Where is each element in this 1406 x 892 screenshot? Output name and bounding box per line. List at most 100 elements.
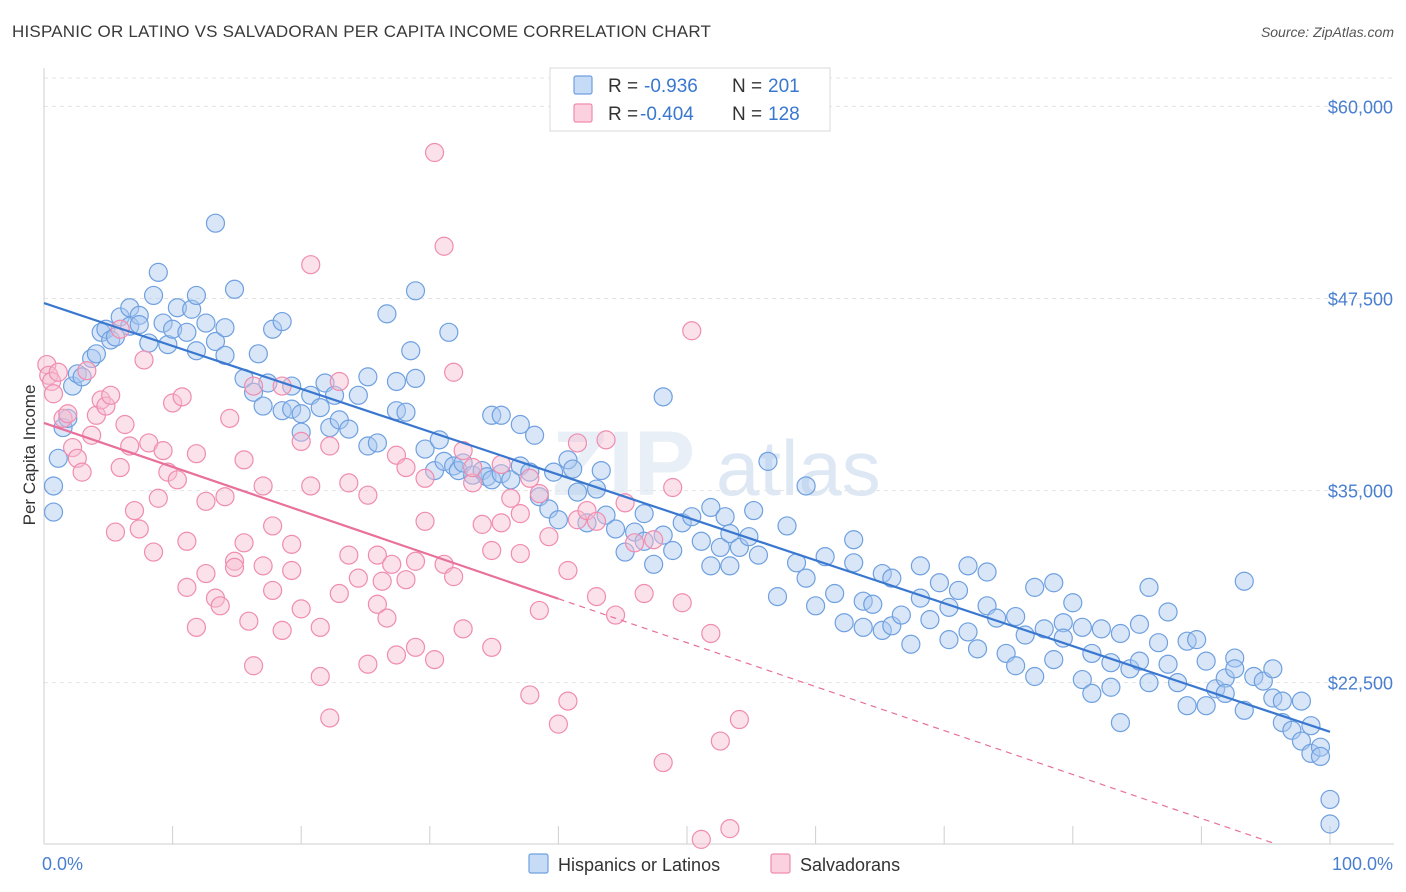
y-tick-label: $47,500 (1328, 289, 1393, 309)
data-point (272, 311, 292, 332)
data-point (977, 562, 997, 582)
data-point (586, 587, 607, 607)
data-point (910, 556, 930, 576)
trend-line-hispanic (43, 302, 1331, 733)
data-point (539, 499, 559, 519)
data-point (1091, 619, 1111, 639)
data-point (605, 605, 626, 625)
data-point (434, 236, 454, 256)
data-point (58, 404, 78, 424)
data-point (43, 384, 64, 404)
data-point (1310, 746, 1331, 767)
data-point (301, 255, 321, 275)
data-point (96, 396, 116, 416)
data-point (62, 437, 83, 458)
data-point (701, 497, 721, 518)
data-point (110, 457, 130, 478)
data-point (1015, 625, 1035, 645)
data-point (767, 587, 788, 607)
stats-n-value-pink: 128 (768, 104, 800, 125)
data-point (320, 708, 340, 728)
data-point (224, 279, 245, 299)
data-point (825, 583, 845, 604)
data-point (1139, 673, 1159, 693)
data-point (948, 580, 969, 601)
data-point (1063, 593, 1083, 613)
data-point (1234, 571, 1254, 591)
legend-label-hispanic: Hispanics or Latinos (558, 855, 720, 875)
data-point (405, 281, 426, 301)
data-point (605, 519, 626, 539)
data-point (1129, 614, 1150, 634)
data-point (563, 459, 583, 479)
data-point (220, 408, 240, 428)
data-point (634, 504, 654, 524)
data-point (1196, 651, 1216, 671)
data-point (134, 350, 154, 370)
data-point (1110, 713, 1131, 733)
data-point (853, 617, 873, 637)
data-point (1006, 656, 1026, 676)
data-point (672, 593, 692, 613)
data-point (634, 583, 654, 604)
data-point (558, 450, 578, 470)
data-point (744, 500, 764, 521)
data-point (1129, 651, 1150, 671)
data-point (805, 596, 826, 616)
data-point (129, 315, 149, 335)
axes (43, 68, 1394, 845)
data-point (1101, 677, 1121, 697)
data-point (377, 304, 397, 324)
data-point (882, 616, 902, 636)
data-point (1225, 659, 1245, 679)
data-point (701, 623, 721, 644)
data-point (567, 433, 588, 453)
data-point (596, 505, 616, 525)
data-point (596, 430, 616, 450)
data-point (491, 405, 511, 425)
data-point (1244, 666, 1264, 687)
data-point (148, 488, 168, 508)
data-point (186, 444, 207, 464)
data-point (224, 557, 245, 578)
data-point (453, 441, 473, 461)
data-point (586, 479, 607, 499)
data-point (520, 468, 540, 488)
data-point (1263, 659, 1283, 679)
data-point (177, 577, 197, 597)
data-point (691, 829, 711, 849)
data-point (1053, 628, 1073, 648)
data-point (210, 596, 230, 616)
data-point (415, 511, 435, 531)
data-point (43, 476, 64, 496)
series-hispanic-points (43, 213, 1340, 834)
data-point (663, 540, 683, 561)
data-point (115, 414, 135, 435)
data-point (243, 382, 264, 402)
trend-lines (43, 302, 1331, 845)
data-point (920, 610, 940, 630)
data-point (339, 473, 359, 493)
data-point (358, 654, 378, 674)
data-point (177, 322, 197, 342)
data-point (872, 620, 892, 641)
data-point (167, 298, 187, 318)
data-point (644, 530, 664, 550)
data-point (1082, 683, 1102, 704)
data-point (891, 605, 911, 625)
data-point (239, 611, 259, 631)
data-point (701, 556, 721, 576)
data-point (163, 319, 183, 339)
data-point (243, 656, 264, 676)
data-point (758, 451, 778, 471)
y-axis-label: Per Capita Income (20, 385, 39, 526)
data-point (796, 476, 816, 496)
watermark-atlas: atlas (716, 424, 881, 512)
x-tick-label-min: 0.0% (42, 854, 83, 874)
stats-swatch-pink (573, 103, 593, 123)
data-point (558, 560, 578, 581)
data-point (1025, 666, 1045, 687)
data-point (548, 510, 569, 530)
data-point (129, 519, 149, 539)
data-point (863, 594, 883, 614)
